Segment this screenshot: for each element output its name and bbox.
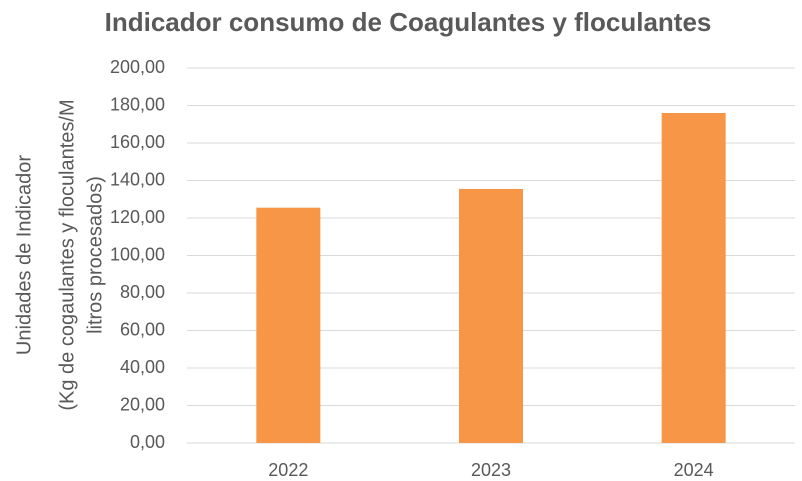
chart-title: Indicador consumo de Coagulantes y flocu… [105, 7, 712, 37]
y-tick-label: 140,00 [110, 169, 165, 189]
y-tick-label: 20,00 [120, 394, 165, 414]
y-axis-label: (Kg de cogaulantes y floculantes/M [56, 99, 78, 410]
bar [459, 188, 523, 443]
y-axis-label: Unidades de Indicador [13, 155, 35, 355]
bar [256, 207, 321, 443]
x-tick-label: 2023 [471, 460, 511, 480]
y-axis-label: litros procesados) [84, 176, 106, 334]
y-tick-label: 160,00 [110, 132, 165, 152]
x-tick-label: 2024 [674, 460, 714, 480]
y-tick-label: 120,00 [110, 207, 165, 227]
y-tick-label: 0,00 [130, 432, 165, 452]
y-tick-label: 40,00 [120, 357, 165, 377]
y-tick-label: 80,00 [120, 282, 165, 302]
bar [661, 113, 726, 443]
y-tick-label: 100,00 [110, 244, 165, 264]
y-tick-label: 60,00 [120, 319, 165, 339]
y-tick-label: 200,00 [110, 57, 165, 77]
x-tick-label: 2022 [268, 460, 308, 480]
y-tick-label: 180,00 [110, 94, 165, 114]
